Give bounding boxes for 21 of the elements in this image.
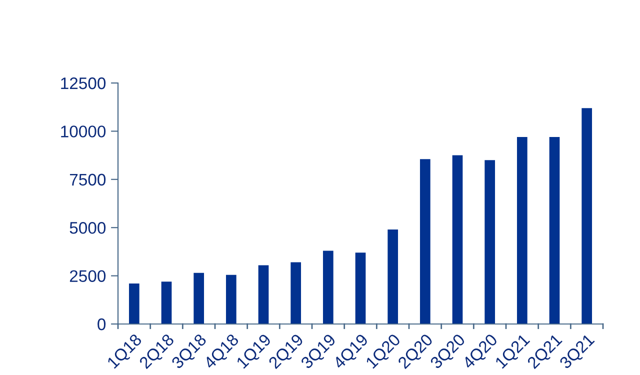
bar: [484, 160, 496, 324]
bar: [128, 284, 140, 324]
bar: [258, 265, 269, 324]
bar: [549, 136, 560, 324]
bar: [161, 282, 172, 324]
y-tick-label: 2500: [70, 270, 106, 282]
bar: [355, 252, 366, 324]
y-tick-label: 0: [98, 318, 106, 330]
bar: [582, 108, 592, 324]
bar: [388, 230, 398, 324]
y-tick-label: 5000: [70, 222, 106, 234]
bar: [194, 272, 204, 324]
y-tick-label: 10000: [61, 126, 106, 138]
bar: [516, 136, 528, 324]
bar: [226, 274, 236, 324]
bar: [452, 155, 463, 324]
bar: [290, 262, 302, 324]
bar: [322, 250, 334, 324]
y-tick-label: 7500: [70, 174, 106, 186]
y-tick-label: 12500: [61, 77, 106, 90]
bar: [420, 159, 430, 324]
